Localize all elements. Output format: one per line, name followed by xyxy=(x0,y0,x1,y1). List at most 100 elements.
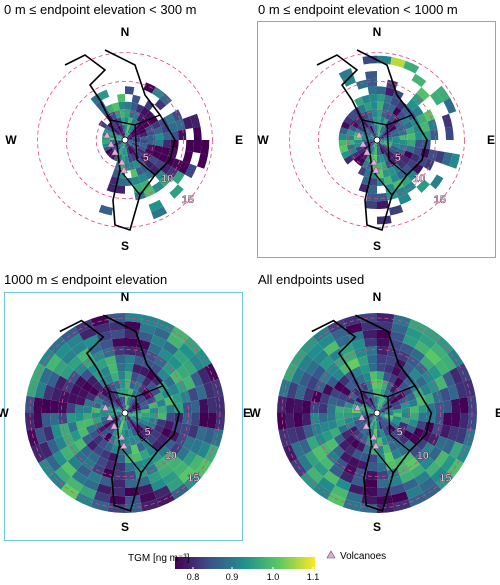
heat-cell xyxy=(102,347,115,359)
heat-cell xyxy=(90,314,110,327)
heat-cell xyxy=(377,429,382,438)
heat-cell xyxy=(392,106,402,117)
heat-cell xyxy=(172,170,185,185)
heat-cell xyxy=(388,125,397,133)
heat-cell xyxy=(300,471,319,490)
heat-cell xyxy=(215,413,226,431)
heat-cell xyxy=(400,115,411,125)
heat-cell xyxy=(42,384,55,400)
heat-cell xyxy=(357,460,369,471)
heat-cell xyxy=(101,140,110,144)
heat-cell xyxy=(140,404,150,411)
heat-cell xyxy=(352,413,361,418)
heat-cell xyxy=(440,454,457,472)
volcano-marker xyxy=(355,130,363,139)
heat-cell xyxy=(359,503,377,514)
heat-cell xyxy=(187,387,199,402)
heat-cell xyxy=(145,463,159,476)
heat-cell xyxy=(356,441,366,453)
colorbar-tick-0.8: 0.8 xyxy=(186,572,200,582)
heat-cell xyxy=(132,111,141,121)
heat-cell xyxy=(355,128,364,135)
heat-cell xyxy=(356,79,368,90)
heat-cell xyxy=(392,404,402,411)
heat-cell xyxy=(442,438,456,455)
heat-cell xyxy=(116,397,123,406)
heat-cell xyxy=(385,381,394,392)
heat-cell xyxy=(195,426,208,442)
heat-cell xyxy=(439,424,451,439)
heat-cell xyxy=(98,89,110,101)
heat-cell xyxy=(380,145,387,154)
heat-cell xyxy=(79,485,97,500)
range-ring-label: 10 xyxy=(413,173,425,185)
station-marker xyxy=(121,409,129,417)
heat-cell xyxy=(197,441,212,459)
range-ring-label: 15 xyxy=(439,472,451,484)
heat-cell xyxy=(41,413,52,428)
heat-cell xyxy=(327,404,336,413)
heat-cell xyxy=(447,384,460,400)
volcano-marker xyxy=(117,432,126,441)
volcano-marker xyxy=(370,157,378,166)
compass-west: W xyxy=(5,133,17,147)
heat-cell xyxy=(402,429,414,440)
heat-cell xyxy=(122,421,125,430)
heat-cell xyxy=(125,124,128,133)
heat-cell xyxy=(402,334,419,348)
heat-cell xyxy=(128,126,135,135)
heat-cell xyxy=(133,381,142,392)
compass-east: E xyxy=(487,133,495,147)
heat-cell xyxy=(382,427,390,437)
heat-cell xyxy=(306,466,324,484)
colorbar-tick-1.0: 1.0 xyxy=(266,572,280,582)
heat-cell xyxy=(91,463,105,476)
heat-cell xyxy=(323,470,340,486)
heat-cell xyxy=(122,124,125,133)
heat-cell xyxy=(409,413,419,421)
heat-cell xyxy=(381,419,388,428)
heat-cell xyxy=(66,333,84,350)
heat-cell xyxy=(144,147,154,156)
heat-cell xyxy=(393,429,403,439)
heat-cell xyxy=(110,444,120,454)
heat-cell xyxy=(67,421,78,433)
heat-cell xyxy=(38,441,53,459)
heat-cell xyxy=(434,401,444,413)
heat-cell xyxy=(155,140,164,147)
station-marker xyxy=(373,409,381,417)
heat-cell xyxy=(380,126,387,135)
heat-cell xyxy=(26,428,39,448)
heat-cell xyxy=(377,337,390,348)
heat-cell xyxy=(107,503,125,514)
heat-cell xyxy=(75,420,86,431)
heat-cell xyxy=(60,364,74,380)
heat-cell xyxy=(162,450,177,465)
heat-cell xyxy=(52,359,68,376)
heat-cell xyxy=(450,398,461,413)
heat-cell xyxy=(391,132,400,138)
volcano-marker xyxy=(111,147,119,156)
heat-cell xyxy=(140,106,150,117)
heat-cell xyxy=(319,455,335,471)
heat-cell xyxy=(421,442,435,456)
heat-cell xyxy=(416,179,430,193)
heat-cell xyxy=(45,354,62,372)
heat-cell xyxy=(86,439,99,452)
heat-cell xyxy=(398,396,409,405)
heat-cell xyxy=(155,133,164,140)
heat-cell xyxy=(184,163,197,179)
heat-cell xyxy=(301,400,312,413)
heat-cell xyxy=(132,159,141,169)
heat-cell xyxy=(74,375,87,388)
heat-cell xyxy=(139,418,149,426)
heat-cell xyxy=(159,174,172,187)
heat-cell xyxy=(24,395,35,413)
heat-cell xyxy=(330,388,341,399)
heat-cell xyxy=(150,429,162,440)
heat-cell xyxy=(403,439,416,452)
panel-title-1: 0 m ≤ endpoint elevation < 300 m xyxy=(4,2,197,17)
heat-cell xyxy=(382,418,390,426)
heat-cell xyxy=(369,177,377,186)
